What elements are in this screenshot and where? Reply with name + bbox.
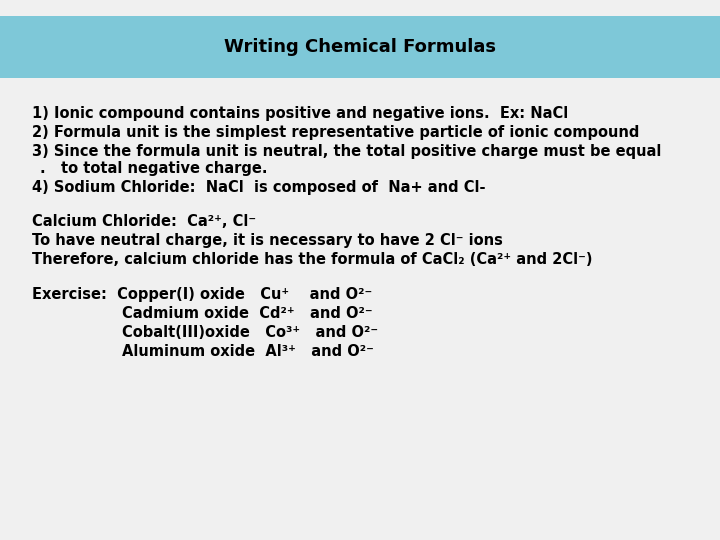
Text: Cobalt(III)oxide   Co³⁺   and O²⁻: Cobalt(III)oxide Co³⁺ and O²⁻ [122,325,379,340]
Text: 1) Ionic compound contains positive and negative ions.  Ex: NaCl: 1) Ionic compound contains positive and … [32,106,569,121]
Text: Exercise:  Copper(I) oxide   Cu⁺    and O²⁻: Exercise: Copper(I) oxide Cu⁺ and O²⁻ [32,287,373,302]
Text: Writing Chemical Formulas: Writing Chemical Formulas [224,38,496,56]
Text: Calcium Chloride:  Ca²⁺, Cl⁻: Calcium Chloride: Ca²⁺, Cl⁻ [32,214,256,229]
Text: 2) Formula unit is the simplest representative particle of ionic compound: 2) Formula unit is the simplest represen… [32,125,640,140]
Text: Cadmium oxide  Cd²⁺   and O²⁻: Cadmium oxide Cd²⁺ and O²⁻ [122,306,373,321]
Text: .   to total negative charge.: . to total negative charge. [40,161,267,176]
Text: 4) Sodium Chloride:  NaCl  is composed of  Na+ and Cl-: 4) Sodium Chloride: NaCl is composed of … [32,180,486,195]
Text: Aluminum oxide  Al³⁺   and O²⁻: Aluminum oxide Al³⁺ and O²⁻ [122,343,374,359]
Text: To have neutral charge, it is necessary to have 2 Cl⁻ ions: To have neutral charge, it is necessary … [32,233,503,248]
Text: Therefore, calcium chloride has the formula of CaCl₂ (Ca²⁺ and 2Cl⁻): Therefore, calcium chloride has the form… [32,252,593,267]
Text: 3) Since the formula unit is neutral, the total positive charge must be equal: 3) Since the formula unit is neutral, th… [32,144,662,159]
FancyBboxPatch shape [0,16,720,78]
